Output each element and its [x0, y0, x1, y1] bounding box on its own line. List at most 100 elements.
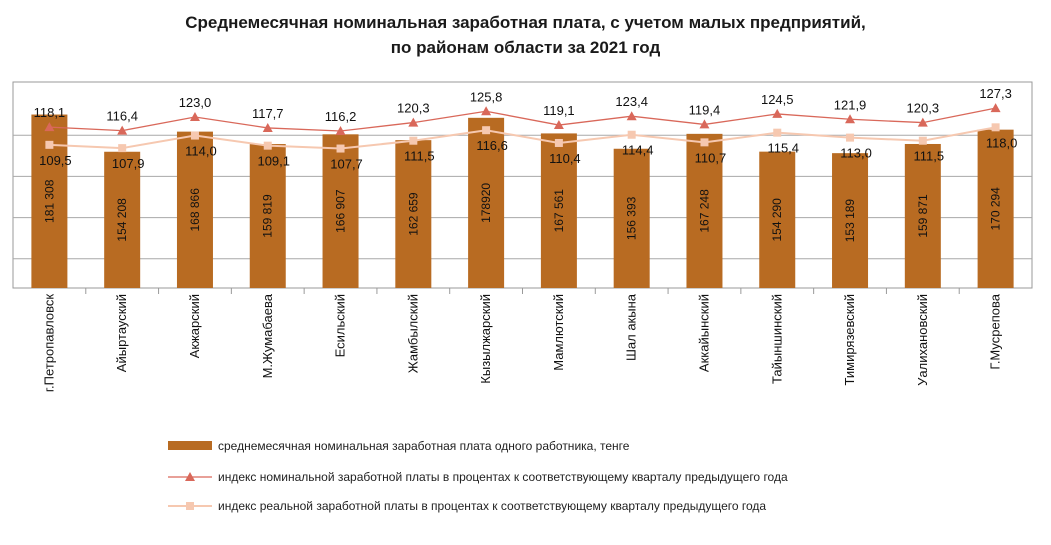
x-tick-label: Жамбылский: [405, 294, 420, 373]
real-index-marker: [336, 144, 345, 153]
real-index-label: 111,5: [914, 149, 945, 164]
real-index-marker: [627, 130, 636, 139]
series-line-real: [49, 126, 996, 150]
bar-value-label: 170 294: [989, 187, 1003, 231]
x-tick-label: Тимирязевский: [842, 294, 857, 385]
x-tick-label: Кызылжарский: [478, 294, 493, 384]
real-index-marker: [700, 138, 709, 147]
bar-value-label: 167 561: [552, 189, 566, 233]
plot-area: 181 308 154 208 168 866 159 819 166 907 162 6…: [12, 81, 1033, 392]
x-tick-label: Шал акына: [624, 293, 639, 361]
real-index-label: 113,0: [840, 146, 872, 161]
x-tick-label: Аккайынский: [696, 294, 711, 372]
real-index-marker: [482, 126, 491, 135]
legend-label-bar: среднемесячная номинальная заработная пл…: [218, 439, 630, 453]
real-index-label: 114,4: [622, 143, 654, 158]
chart-title-line-2: по районам области за 2021 год: [390, 38, 661, 57]
nominal-index-label: 118,1: [34, 105, 66, 120]
nominal-index-marker: [845, 114, 856, 124]
nominal-index-marker: [772, 108, 783, 118]
bar-value-label: 159 871: [916, 194, 930, 238]
real-index-marker: [918, 136, 927, 145]
legend-marker-nominal: [185, 472, 195, 481]
nominal-index-marker: [44, 122, 55, 132]
bar: [104, 151, 141, 288]
nominal-index-label: 119,1: [543, 103, 575, 118]
x-tick-label: Есильский: [333, 294, 348, 357]
plot-border: [12, 81, 1033, 289]
chart-title: Среднемесячная номинальная заработная пл…: [0, 10, 1051, 60]
nominal-index-marker: [553, 120, 564, 130]
nominal-index-label: 127,3: [979, 86, 1012, 101]
nominal-index-marker: [917, 117, 928, 127]
bar-value-label: 162 659: [406, 192, 420, 236]
real-index-marker: [263, 141, 272, 150]
bar: [249, 144, 286, 288]
bar: [468, 117, 505, 289]
x-tick-label: Уалихановский: [915, 294, 930, 386]
nominal-index-marker: [262, 122, 273, 132]
series-line-nominal: [49, 107, 996, 132]
real-index-label: 111,5: [404, 149, 435, 164]
bar: [176, 131, 213, 288]
bar-value-label: 181 308: [42, 179, 56, 223]
chart-title-line-1: Среднемесячная номинальная заработная пл…: [185, 13, 866, 32]
bar-value-label: 153 189: [843, 199, 857, 243]
bar-value-label: 167 248: [697, 189, 711, 233]
nominal-index-marker: [481, 106, 492, 116]
real-index-label: 110,4: [549, 151, 581, 166]
real-index-label: 116,6: [476, 138, 508, 153]
nominal-index-marker: [408, 117, 419, 127]
bar: [322, 134, 359, 288]
nominal-index-label: 120,3: [397, 101, 430, 116]
nominal-index-label: 117,7: [252, 106, 284, 121]
bar: [395, 140, 432, 288]
bar-value-label: 156 393: [625, 196, 639, 240]
bar-value-label: 154 290: [770, 198, 784, 242]
nominal-index-marker: [117, 125, 128, 135]
real-index-marker: [45, 140, 54, 149]
nominal-index-label: 116,2: [325, 109, 357, 124]
bar: [904, 143, 941, 288]
real-index-label: 107,9: [112, 156, 145, 171]
nominal-index-label: 116,4: [106, 109, 138, 124]
real-index-label: 115,4: [767, 141, 799, 156]
nominal-index-label: 125,8: [470, 89, 503, 104]
bar: [686, 133, 723, 288]
x-tick-label: Акжарский: [187, 294, 202, 358]
bar: [977, 129, 1014, 288]
bar: [613, 148, 650, 288]
legend-swatch-bar: [168, 441, 212, 450]
real-index-marker: [773, 128, 782, 137]
real-index-marker: [554, 138, 563, 147]
real-index-label: 118,0: [986, 135, 1018, 150]
real-index-label: 107,7: [330, 157, 363, 172]
nominal-index-label: 124,5: [761, 92, 794, 107]
real-index-marker: [991, 123, 1000, 132]
bar-value-label: 178920: [479, 183, 493, 223]
real-index-marker: [118, 144, 127, 153]
bar-value-label: 168 866: [188, 188, 202, 232]
x-tick-label: Айыртауский: [114, 294, 129, 372]
x-tick-label: г.Петропавловск: [41, 294, 56, 392]
real-index-label: 109,1: [257, 154, 290, 169]
x-tick-label: Мамлютский: [551, 294, 566, 371]
bar: [832, 153, 869, 288]
legend: среднемесячная номинальная заработная пл…: [168, 439, 788, 513]
nominal-index-marker: [699, 119, 710, 129]
bar-value-label: 159 819: [261, 194, 275, 238]
bar-value-label: 154 208: [115, 198, 129, 242]
nominal-index-marker: [335, 126, 346, 136]
x-tick-label: М.Жумабаева: [260, 293, 275, 378]
x-tick-label: Тайыншинский: [769, 294, 784, 384]
bar: [540, 133, 577, 288]
bar-value-label: 166 907: [334, 189, 348, 233]
nominal-index-label: 120,3: [907, 101, 940, 116]
legend-marker-real: [186, 502, 194, 510]
nominal-index-marker: [990, 103, 1001, 113]
real-index-label: 114,0: [185, 144, 217, 159]
nominal-index-marker: [626, 111, 637, 121]
real-index-marker: [409, 136, 418, 145]
real-index-label: 110,7: [695, 150, 727, 165]
